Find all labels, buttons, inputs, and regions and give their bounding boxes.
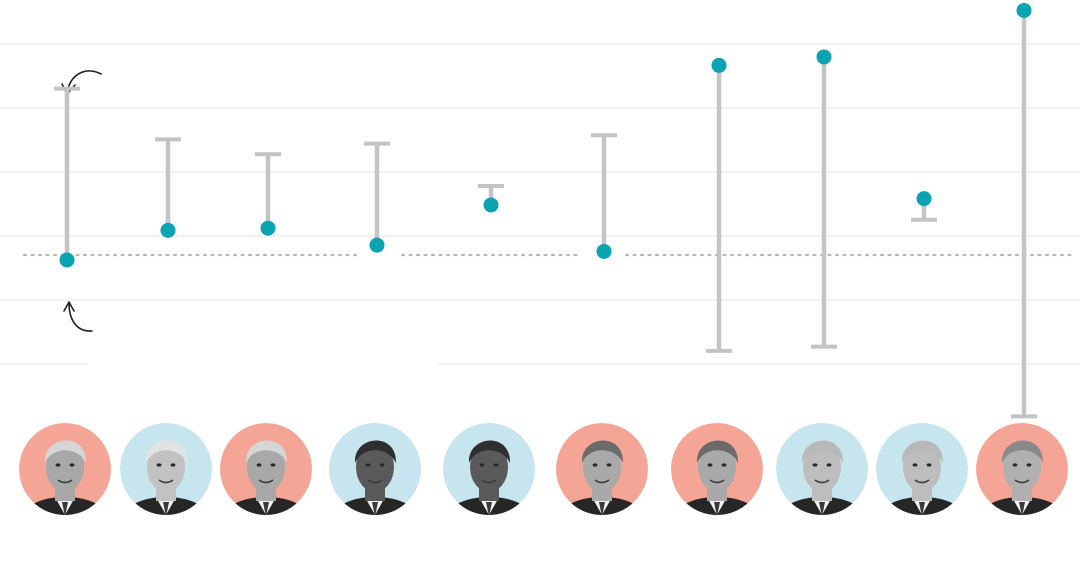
portrait-mouth bbox=[367, 479, 383, 484]
range-end-dot bbox=[816, 49, 832, 65]
portrait-eye bbox=[812, 463, 818, 467]
portrait-eye bbox=[1012, 463, 1018, 467]
portrait-mouth bbox=[57, 479, 73, 484]
portrait-clinton bbox=[876, 423, 968, 515]
portrait-mouth bbox=[814, 479, 830, 484]
portrait-hair bbox=[468, 440, 511, 463]
portrait-hair bbox=[581, 440, 624, 463]
portrait-mouth bbox=[914, 479, 930, 484]
portrait-mouth bbox=[709, 479, 725, 484]
portrait-hair bbox=[245, 440, 288, 463]
portrait-suit bbox=[673, 497, 761, 515]
portrait-tie bbox=[819, 502, 825, 515]
portrait-mouth bbox=[481, 479, 497, 484]
portrait-hair bbox=[1001, 440, 1044, 463]
portrait-face bbox=[470, 442, 508, 492]
range-end-dot bbox=[260, 220, 276, 236]
portrait-trump bbox=[220, 423, 312, 515]
portrait-face bbox=[1003, 442, 1041, 492]
portrait-tie bbox=[372, 502, 378, 515]
portraits bbox=[19, 423, 1068, 515]
arrow-up-icon bbox=[63, 301, 75, 312]
portrait-hair bbox=[354, 440, 397, 463]
portrait-biden bbox=[120, 423, 212, 515]
portrait-obama bbox=[443, 423, 535, 515]
portrait-eye bbox=[926, 463, 932, 467]
portrait-eye bbox=[379, 463, 385, 467]
portrait-suit bbox=[122, 497, 210, 515]
portrait-hair bbox=[801, 440, 844, 463]
range-end-dot bbox=[916, 191, 932, 207]
portrait-eye bbox=[721, 463, 727, 467]
portrait-suit bbox=[778, 497, 866, 515]
portrait-eye bbox=[365, 463, 371, 467]
portrait-suit bbox=[558, 497, 646, 515]
range-end-dot bbox=[483, 197, 499, 213]
range-end-dot bbox=[160, 222, 176, 238]
portrait-face bbox=[803, 442, 841, 492]
portrait-tie bbox=[486, 502, 492, 515]
range-end-dot bbox=[369, 237, 385, 253]
portrait-face bbox=[46, 442, 84, 492]
range-end-dot bbox=[59, 252, 75, 268]
portrait-eye bbox=[270, 463, 276, 467]
portrait-eye bbox=[69, 463, 75, 467]
portrait-suit bbox=[331, 497, 419, 515]
portrait-suit bbox=[21, 497, 109, 515]
portrait-suit bbox=[978, 497, 1066, 515]
portrait-tie bbox=[599, 502, 605, 515]
portrait-face bbox=[698, 442, 736, 492]
portrait-eye bbox=[55, 463, 61, 467]
portrait-bush bbox=[556, 423, 648, 515]
portrait-tie bbox=[1019, 502, 1025, 515]
portrait-obama bbox=[329, 423, 421, 515]
portrait-bush bbox=[671, 423, 763, 515]
portrait-tie bbox=[919, 502, 925, 515]
portrait-eye bbox=[1026, 463, 1032, 467]
portrait-hair bbox=[696, 440, 739, 463]
portrait-mouth bbox=[258, 479, 274, 484]
portrait-face bbox=[356, 442, 394, 492]
portrait-tie bbox=[163, 502, 169, 515]
portrait-mouth bbox=[1014, 479, 1030, 484]
portrait-eye bbox=[826, 463, 832, 467]
range-end-dot bbox=[711, 57, 727, 73]
portrait-hair bbox=[901, 440, 944, 463]
portrait-hair bbox=[44, 440, 87, 463]
portrait-hwbush bbox=[976, 423, 1068, 515]
portrait-trump bbox=[19, 423, 111, 515]
portrait-tie bbox=[62, 502, 68, 515]
portrait-suit bbox=[445, 497, 533, 515]
portrait-eye bbox=[156, 463, 162, 467]
portrait-hair bbox=[145, 440, 188, 463]
portrait-face bbox=[903, 442, 941, 492]
portrait-mouth bbox=[594, 479, 610, 484]
portrait-tie bbox=[263, 502, 269, 515]
portrait-eye bbox=[606, 463, 612, 467]
portrait-eye bbox=[170, 463, 176, 467]
portrait-eye bbox=[256, 463, 262, 467]
arrow-up-icon bbox=[68, 302, 93, 332]
portrait-clinton bbox=[776, 423, 868, 515]
portrait-face bbox=[147, 442, 185, 492]
portrait-tie bbox=[714, 502, 720, 515]
range-end-dot bbox=[1016, 2, 1032, 18]
portrait-face bbox=[247, 442, 285, 492]
portrait-suit bbox=[878, 497, 966, 515]
portrait-eye bbox=[592, 463, 598, 467]
range-marks bbox=[54, 2, 1037, 419]
portrait-eye bbox=[493, 463, 499, 467]
portrait-eye bbox=[912, 463, 918, 467]
gridlines bbox=[0, 43, 1080, 365]
portrait-mouth bbox=[158, 479, 174, 484]
portrait-eye bbox=[479, 463, 485, 467]
portrait-suit bbox=[222, 497, 310, 515]
portrait-eye bbox=[707, 463, 713, 467]
range-end-dot bbox=[596, 243, 612, 259]
portrait-face bbox=[583, 442, 621, 492]
